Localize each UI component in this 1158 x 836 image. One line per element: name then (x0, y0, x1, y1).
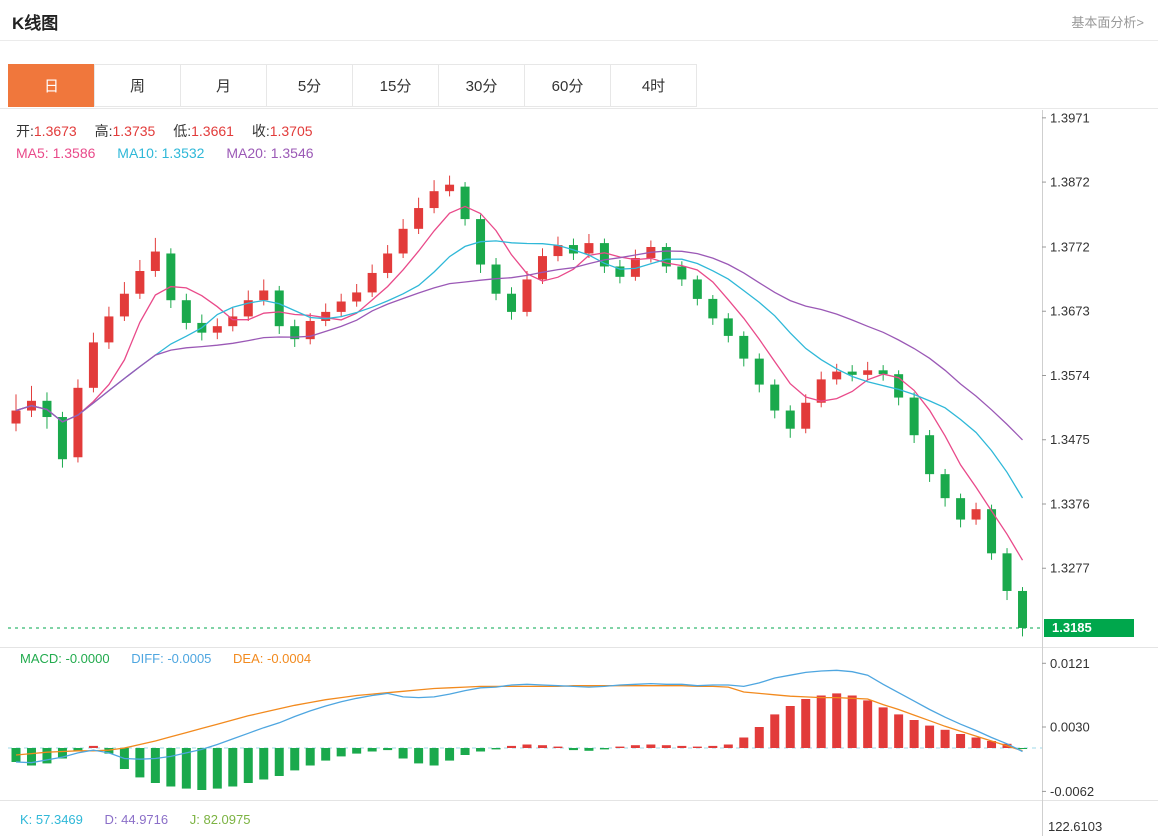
svg-text:1.3475: 1.3475 (1050, 432, 1090, 447)
macd-legend: MACD: -0.0000 DIFF: -0.0005 DEA: -0.0004 (20, 651, 311, 666)
low-value: 1.3661 (191, 123, 234, 139)
macd-histogram (11, 693, 1028, 790)
low-label: 低: (173, 123, 192, 139)
svg-text:-0.0062: -0.0062 (1050, 784, 1094, 799)
dea-line (15, 685, 1023, 756)
fundamental-analysis-link[interactable]: 基本面分析> (1071, 15, 1144, 30)
chart-canvas[interactable]: 1.3971 1.3872 1.3772 1.3673 1.3574 1.3475 1.33… (0, 108, 1158, 836)
tab-60min[interactable]: 60分 (524, 64, 611, 107)
ma-legend: MA5: 1.3586 MA10: 1.3532 MA20: 1.3546 (16, 145, 314, 161)
ma20-legend: MA20: 1.3546 (226, 145, 314, 161)
svg-text:1.3277: 1.3277 (1050, 561, 1090, 576)
svg-text:1.3772: 1.3772 (1050, 239, 1090, 254)
open-label: 开: (16, 123, 34, 139)
page-title: K线图 (12, 14, 59, 33)
kdj-d-value: D: 44.9716 (104, 812, 169, 827)
svg-text:0.0121: 0.0121 (1050, 656, 1090, 671)
ohlc-legend: 开:1.3673 高:1.3735 低:1.3661 收:1.3705 (16, 121, 327, 141)
tab-day[interactable]: 日 (8, 64, 95, 107)
macd-axis: 0.0121 0.0030 -0.0062 (1042, 656, 1094, 799)
dea-value: DEA: -0.0004 (233, 651, 312, 666)
macd-value: MACD: -0.0000 (20, 651, 110, 666)
ma5-legend: MA5: 1.3586 (16, 145, 96, 161)
svg-text:1.3673: 1.3673 (1050, 304, 1090, 319)
open-value: 1.3673 (33, 123, 77, 139)
close-value: 1.3705 (269, 123, 313, 139)
candles (11, 175, 1028, 637)
svg-text:1.3872: 1.3872 (1050, 175, 1090, 190)
kdj-k-value: K: 57.3469 (20, 812, 83, 827)
tab-week[interactable]: 周 (94, 64, 181, 107)
tab-4hour[interactable]: 4时 (610, 64, 697, 107)
current-price-badge: 1.3185 (1044, 619, 1134, 637)
svg-text:1.3376: 1.3376 (1050, 496, 1090, 511)
price-axis: 1.3971 1.3872 1.3772 1.3673 1.3574 1.3475 1.33… (1042, 110, 1090, 576)
kdj-legend: K: 57.3469 D: 44.9716 J: 82.0975 (20, 812, 250, 827)
tab-30min[interactable]: 30分 (438, 64, 525, 107)
chart-frame (0, 108, 1158, 836)
diff-value: DIFF: -0.0005 (131, 651, 212, 666)
svg-text:1.3971: 1.3971 (1050, 110, 1090, 125)
ma5-line (15, 205, 1024, 561)
kdj-j-value: J: 82.0975 (189, 812, 251, 827)
ma10-legend: MA10: 1.3532 (117, 145, 205, 161)
svg-text:1.3574: 1.3574 (1050, 368, 1090, 383)
close-label: 收: (251, 123, 270, 139)
interval-tabs: 日 周 月 5分 15分 30分 60分 4时 (8, 64, 697, 107)
tab-15min[interactable]: 15分 (352, 64, 439, 107)
tab-month[interactable]: 月 (180, 64, 267, 107)
kdj-axis-top-value: 122.6103 (1048, 819, 1103, 834)
diff-line (15, 669, 1023, 764)
high-label: 高: (94, 123, 113, 139)
ma10-line (15, 240, 1024, 499)
high-value: 1.3735 (112, 123, 156, 139)
ma20-line (15, 250, 1023, 441)
tab-5min[interactable]: 5分 (266, 64, 353, 107)
page-header: K线图 基本面分析> (0, 0, 1158, 41)
svg-text:0.0030: 0.0030 (1050, 720, 1090, 735)
